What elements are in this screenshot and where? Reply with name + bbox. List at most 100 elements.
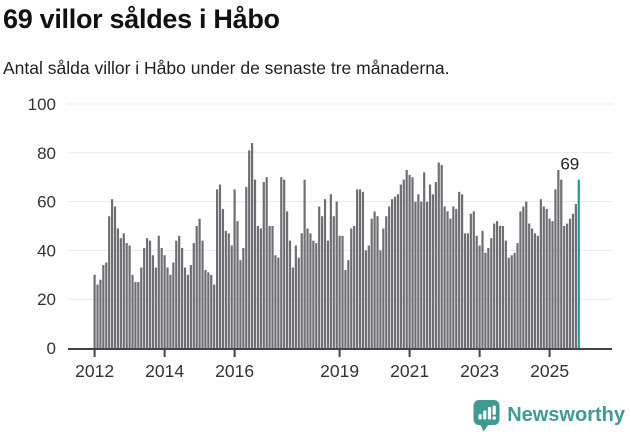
bar (315, 243, 318, 348)
bar (458, 191, 461, 348)
bar (262, 182, 265, 348)
bar (111, 199, 114, 348)
bar (443, 206, 446, 348)
bar (297, 257, 300, 348)
bar (157, 235, 160, 348)
bar (554, 189, 557, 348)
bar (113, 206, 117, 348)
bar (531, 228, 534, 348)
bar (253, 179, 257, 348)
bar (283, 179, 286, 348)
bar (571, 213, 575, 348)
bar (385, 216, 388, 348)
bar (277, 257, 280, 348)
bar (574, 204, 577, 348)
bar (146, 238, 149, 348)
bar (341, 235, 344, 348)
bar (536, 235, 540, 348)
bar (329, 194, 332, 348)
bar (563, 226, 566, 348)
bar (475, 235, 478, 348)
bar (414, 201, 417, 348)
bar (221, 208, 225, 348)
bar (539, 199, 542, 348)
bar (125, 243, 128, 348)
bar (420, 201, 423, 348)
bar (516, 243, 519, 348)
bar (437, 162, 440, 348)
bar (411, 177, 414, 348)
bar (265, 177, 268, 348)
bar (116, 228, 120, 348)
bar (189, 265, 192, 348)
bar (236, 221, 239, 348)
bar (134, 282, 137, 348)
bar (122, 233, 125, 348)
bar (566, 223, 569, 348)
bar (361, 191, 365, 348)
bar (350, 228, 353, 348)
bar (525, 201, 528, 348)
bar (472, 211, 475, 348)
bar (568, 218, 572, 348)
bar (192, 243, 195, 348)
bar (323, 199, 327, 348)
bar (501, 226, 505, 348)
bar (186, 274, 190, 348)
bar (326, 240, 330, 348)
newsworthy-logo-icon (473, 400, 500, 432)
bar (309, 233, 312, 348)
bar (245, 186, 248, 348)
bar (300, 233, 303, 348)
bar (335, 201, 338, 348)
bar (434, 182, 437, 348)
x-tick-label: 2019 (320, 361, 359, 381)
bar (239, 260, 242, 348)
page-title: 69 villor såldes i Håbo (3, 4, 280, 34)
bar (248, 150, 251, 348)
bar (396, 194, 400, 348)
y-axis-labels: 0 20 40 60 80 100 (28, 95, 56, 358)
x-tick-label: 2016 (215, 361, 254, 381)
bar (227, 233, 230, 348)
bar (181, 247, 184, 348)
bar (280, 177, 283, 348)
bar (96, 284, 99, 348)
bar (198, 218, 201, 348)
highlight-bar (577, 179, 580, 348)
bar (423, 172, 426, 348)
bar (426, 201, 429, 348)
bar (207, 272, 210, 348)
bar (408, 174, 411, 348)
bar (213, 284, 216, 348)
bar (216, 189, 219, 348)
bar (344, 269, 347, 348)
bar (105, 262, 108, 348)
bar (428, 184, 432, 348)
bar (166, 267, 169, 348)
bar (338, 235, 341, 348)
x-axis-labels: 2012 2014 2016 2019 2021 2023 2025 (75, 361, 569, 381)
bar (490, 238, 493, 348)
x-tick-label: 2023 (460, 361, 499, 381)
bar (259, 228, 262, 348)
bar (417, 194, 420, 348)
bar (498, 226, 502, 348)
bar (271, 226, 274, 348)
bar (172, 262, 175, 348)
bar (93, 274, 96, 348)
bar (183, 267, 187, 348)
bar (140, 267, 143, 348)
y-tick-label: 100 (28, 95, 56, 114)
bar (332, 216, 335, 348)
bar (493, 223, 496, 348)
bar (367, 245, 370, 348)
bar (388, 206, 391, 348)
y-tick-label: 20 (37, 290, 56, 309)
bar (469, 213, 472, 348)
bar (108, 216, 111, 348)
x-tick-label: 2012 (75, 361, 114, 381)
bar (478, 245, 481, 348)
bar (148, 240, 152, 348)
bar (163, 255, 166, 348)
